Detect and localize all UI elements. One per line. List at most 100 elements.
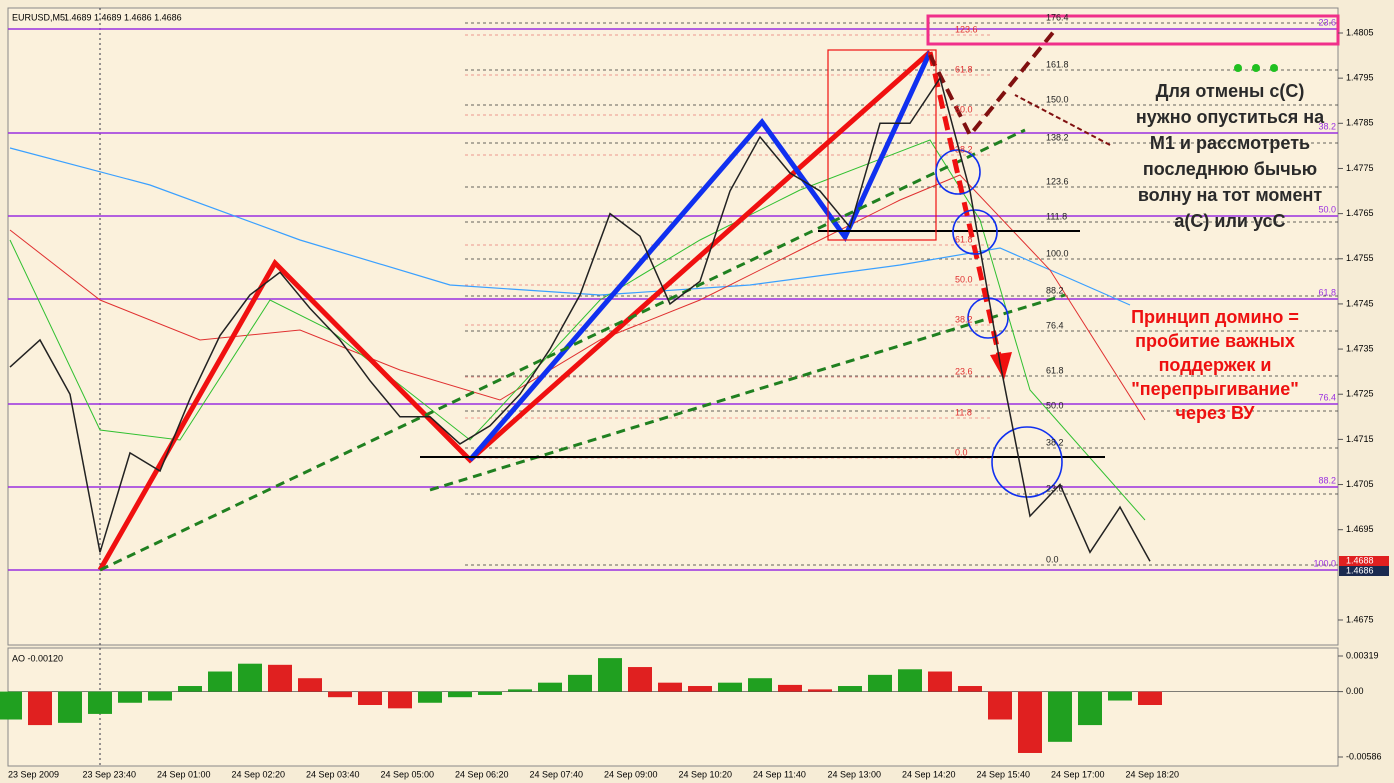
fib-label: 150.0 (1046, 94, 1069, 104)
time-label: 24 Sep 01:00 (157, 769, 211, 779)
fib-label: 0.0 (1046, 554, 1059, 564)
box-magenta (926, 14, 1340, 46)
note-domino: пробитие важных (1135, 331, 1295, 351)
ao-bar (208, 671, 232, 692)
time-label: 24 Sep 03:40 (306, 769, 360, 779)
price-label: 1.4675 (1346, 614, 1374, 624)
time-label: 24 Sep 17:00 (1051, 769, 1105, 779)
ao-bar (0, 691, 22, 720)
wave-red (97, 50, 932, 572)
ao-bar (358, 691, 382, 705)
drop-arrow (927, 51, 1003, 361)
fib-label: 88.2 (1318, 475, 1336, 485)
pointer (1014, 94, 1111, 146)
ao-bar (958, 686, 982, 692)
ao-bar (988, 691, 1012, 720)
note-cancel: последнюю бычью (1143, 159, 1317, 179)
price-label: 1.4715 (1346, 434, 1374, 444)
note-domino: Принцип домино = (1131, 307, 1299, 327)
ao-bar (748, 678, 772, 692)
ao-bar (598, 658, 622, 692)
ao-bar (148, 691, 172, 701)
ao-bar (1078, 691, 1102, 726)
ao-bar (28, 691, 52, 726)
ao-bar (1108, 691, 1132, 701)
fib-label: 38.2 (955, 144, 973, 154)
time-label: 24 Sep 13:00 (828, 769, 882, 779)
ao-bar (808, 689, 832, 692)
time-label: 24 Sep 06:20 (455, 769, 509, 779)
ao-bar (898, 669, 922, 692)
fib-label: 111.8 (1046, 211, 1067, 221)
indicator-label: 0.00 (1346, 686, 1364, 696)
indicator-label: -0.00586 (1346, 751, 1382, 761)
wave-blue (468, 50, 933, 462)
price-label: 1.4775 (1346, 163, 1374, 173)
fib-label: 61.8 (955, 234, 973, 244)
quote: 1.4689 1.4689 1.4686 1.4686 (64, 12, 182, 22)
indicator-title: AO -0.00120 (12, 653, 63, 663)
ma-red (9, 174, 1146, 421)
price-label: 1.4725 (1346, 389, 1374, 399)
ao-bar (1048, 691, 1072, 742)
ao-bar (838, 686, 862, 692)
symbol: EURUSD,M5 (12, 12, 65, 22)
time-label: 23 Sep 2009 (8, 769, 59, 779)
time-label: 24 Sep 07:40 (530, 769, 584, 779)
price-label: 1.4745 (1346, 298, 1374, 308)
fib-label: 38.2 (955, 314, 973, 324)
dot (1234, 64, 1242, 72)
ao-bar (688, 686, 712, 692)
highlight (935, 149, 981, 195)
ao-bar (178, 686, 202, 692)
ao-bar (778, 684, 802, 692)
note-cancel: М1 и рассмотреть (1150, 133, 1310, 153)
fib-label: 76.4 (1318, 392, 1336, 402)
price-label: 1.4755 (1346, 253, 1374, 263)
note-domino: "перепрыгивание" (1131, 379, 1299, 399)
fib-label: 38.2 (1318, 121, 1336, 131)
ao-bar (418, 691, 442, 703)
highlight (952, 209, 998, 255)
fib-label: 61.8 (1046, 365, 1064, 375)
ao-bar (268, 664, 292, 692)
fib-label: 123.6 (955, 24, 978, 34)
fib-label: 11.8 (955, 407, 972, 417)
ao-bar (718, 682, 742, 692)
fib-label: 23.6 (1318, 17, 1336, 27)
price-label: 1.4695 (1346, 524, 1374, 534)
ao-bar (298, 678, 322, 692)
fib-label: 61.8 (955, 64, 973, 74)
trend-green (99, 128, 1026, 572)
current-price: 1.4688 (1346, 555, 1374, 565)
dot (1252, 64, 1260, 72)
fib-label: 61.8 (1318, 287, 1336, 297)
fib-label: 100.0 (1313, 558, 1336, 568)
current-price-box (1339, 566, 1389, 576)
price-label: 1.4735 (1346, 343, 1374, 353)
fib-label: 50.0 (1318, 204, 1336, 214)
fib-label: 88.2 (1046, 285, 1064, 295)
fib-label: 0.0 (955, 447, 968, 457)
fib-label: 76.4 (1046, 320, 1064, 330)
ao-bar (1018, 691, 1042, 753)
ao-bar (238, 663, 262, 692)
fib-label: 50.0 (955, 274, 973, 284)
ao-bar (388, 691, 412, 709)
fib-label: 50.0 (955, 104, 973, 114)
dot (1270, 64, 1278, 72)
price-label: 1.4805 (1346, 27, 1374, 37)
ao-bar (118, 691, 142, 703)
indicator-label: 0.00319 (1346, 650, 1379, 660)
price-line (9, 76, 1151, 562)
ao-bar (1138, 691, 1162, 705)
time-label: 24 Sep 10:20 (679, 769, 733, 779)
time-label: 23 Sep 23:40 (83, 769, 137, 779)
ao-bar (658, 682, 682, 692)
box-red (827, 49, 937, 241)
note-cancel: нужно опуститься на (1136, 107, 1325, 127)
current-price: 1.4686 (1346, 565, 1374, 575)
price-panel (7, 7, 1339, 646)
ao-bar (58, 691, 82, 723)
